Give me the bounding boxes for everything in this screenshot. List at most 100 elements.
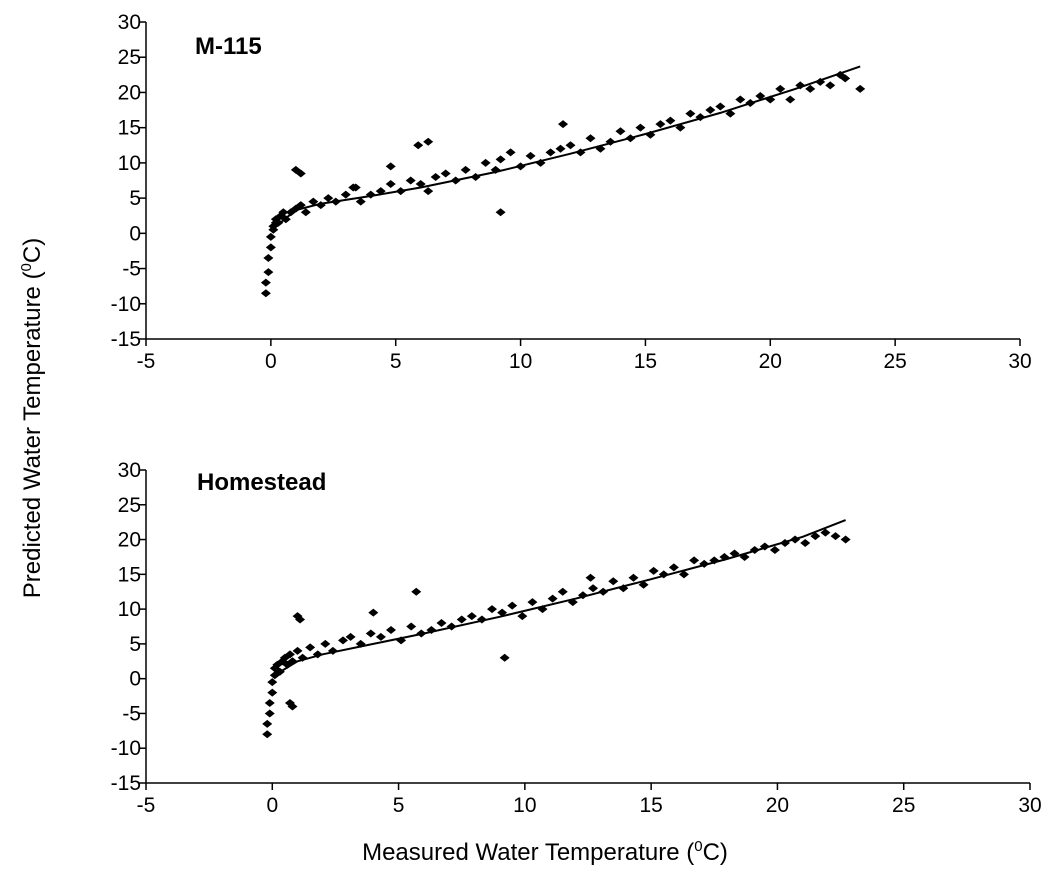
data-point	[350, 183, 361, 192]
data-point	[535, 158, 546, 167]
data-point	[775, 84, 786, 93]
data-point	[396, 636, 407, 645]
data-point	[292, 646, 303, 655]
data-point	[557, 587, 568, 596]
data-point	[327, 646, 338, 655]
data-point	[278, 208, 289, 217]
data-point	[575, 148, 586, 157]
data-point	[790, 535, 801, 544]
x-tick-label: -5	[137, 350, 156, 373]
data-point	[476, 615, 487, 624]
data-point	[430, 172, 441, 181]
data-point	[423, 187, 434, 196]
data-point	[830, 532, 841, 541]
y-tick-label: 25	[118, 46, 141, 69]
data-point	[689, 556, 700, 565]
panel-title-homestead: Homestead	[197, 469, 326, 496]
data-point	[405, 176, 416, 185]
data-point	[315, 201, 326, 210]
data-point	[810, 532, 821, 541]
x-tick-label: 5	[393, 794, 405, 817]
data-point	[280, 215, 291, 224]
data-point	[497, 608, 508, 617]
data-point	[495, 155, 506, 164]
data-point	[487, 605, 498, 614]
data-point	[739, 552, 750, 561]
data-point	[264, 699, 275, 708]
data-point	[820, 528, 831, 537]
data-point	[355, 639, 366, 648]
data-point	[295, 169, 306, 178]
data-point	[729, 549, 740, 558]
y-tick-label: 15	[118, 117, 141, 140]
data-point	[598, 587, 609, 596]
data-point	[855, 84, 866, 93]
data-point	[588, 584, 599, 593]
data-point	[267, 678, 278, 687]
data-point	[436, 619, 447, 628]
data-point	[678, 570, 689, 579]
data-point	[615, 127, 626, 136]
x-axis-title: Measured Water Temperature (0C)	[362, 838, 728, 866]
data-point	[815, 77, 826, 86]
y-tick-label: -10	[111, 737, 141, 760]
data-point	[527, 598, 538, 607]
y-tick-label: -5	[122, 258, 141, 281]
y-tick-label: -15	[111, 328, 141, 351]
data-point	[515, 162, 526, 171]
data-point	[759, 542, 770, 551]
data-point	[645, 130, 656, 139]
data-point	[260, 278, 271, 287]
data-point	[330, 197, 341, 206]
data-point	[567, 598, 578, 607]
y-tick-label: 30	[118, 459, 141, 482]
data-point	[466, 612, 477, 621]
x-tick-label: 25	[883, 350, 906, 373]
data-point	[800, 539, 811, 548]
data-point	[547, 594, 558, 603]
x-tick-label: 0	[265, 350, 277, 373]
data-point	[668, 563, 679, 572]
data-point	[263, 253, 274, 262]
data-point	[368, 608, 379, 617]
x-tick-label: 20	[766, 794, 789, 817]
y-tick-label: 0	[129, 668, 141, 691]
data-point	[274, 667, 285, 676]
data-point	[499, 653, 510, 662]
data-point	[517, 612, 528, 621]
data-point	[658, 570, 669, 579]
trend-line-homestead	[271, 519, 846, 678]
data-point	[287, 657, 298, 666]
data-point	[308, 197, 319, 206]
data-point	[635, 123, 646, 132]
y-tick-label: -5	[122, 702, 141, 725]
y-tick-label: -15	[111, 772, 141, 795]
data-point	[840, 535, 851, 544]
data-point	[338, 636, 349, 645]
x-tick-label: -5	[137, 794, 156, 817]
data-point	[375, 632, 386, 641]
y-tick-label: 10	[118, 598, 141, 621]
data-point	[648, 566, 659, 575]
data-point	[320, 639, 331, 648]
y-tick-label: 15	[118, 563, 141, 586]
y-tick-label: 0	[129, 222, 141, 245]
data-point	[300, 208, 311, 217]
x-tick-label: 30	[1008, 350, 1031, 373]
data-point	[705, 106, 716, 115]
panel-title-m115: M-115	[195, 33, 262, 60]
data-point	[585, 573, 596, 582]
data-point	[805, 84, 816, 93]
data-point	[495, 208, 506, 217]
data-point	[719, 552, 730, 561]
data-point	[262, 730, 273, 739]
data-point	[385, 180, 396, 189]
data-point	[558, 120, 569, 129]
data-point	[699, 559, 710, 568]
data-point	[840, 74, 851, 83]
data-point	[295, 201, 306, 210]
data-point	[416, 629, 427, 638]
data-point	[264, 709, 275, 718]
data-point	[365, 190, 376, 199]
